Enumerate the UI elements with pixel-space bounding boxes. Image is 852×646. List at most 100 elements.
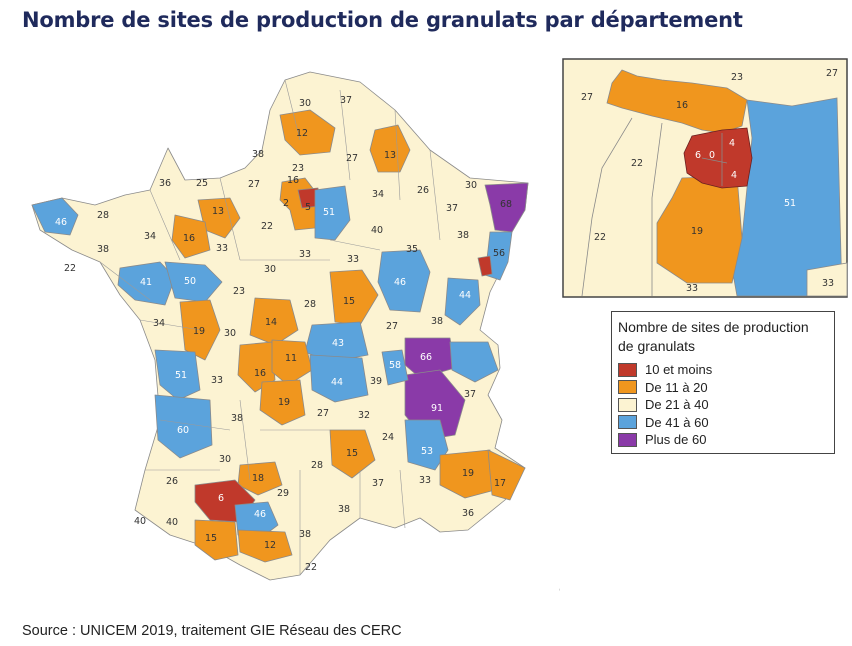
dept-label: 12 — [296, 128, 308, 139]
dept-44-c — [309, 354, 369, 403]
inset-dept-label: 27 — [826, 68, 838, 79]
dept-60 — [154, 394, 213, 459]
dept-label: 38 — [231, 413, 243, 424]
inset-dept-label: 33 — [822, 278, 834, 289]
dept-label: 37 — [464, 389, 476, 400]
dept-label: 35 — [406, 244, 418, 255]
dept-label: 24 — [382, 432, 394, 443]
dept-label: 38 — [97, 244, 109, 255]
dept-label: 33 — [347, 254, 359, 265]
dept-label: 15 — [346, 448, 358, 459]
legend-swatch — [618, 397, 637, 412]
dept-56 — [484, 231, 513, 281]
dept-label: 38 — [299, 529, 311, 540]
dept-label: 16 — [287, 175, 299, 186]
dept-label: 27 — [346, 153, 358, 164]
dept-label: 40 — [166, 517, 178, 528]
dept-label: 40 — [134, 516, 146, 527]
dept-label: 43 — [332, 338, 344, 349]
legend-item: De 41 à 60 — [618, 414, 828, 432]
dept-label: 22 — [305, 562, 317, 573]
dept-12-n — [279, 109, 336, 156]
legend-item: De 11 à 20 — [618, 379, 828, 397]
inset-dept-label: 16 — [676, 100, 688, 111]
legend-label: De 11 à 20 — [645, 379, 708, 395]
inset-dept-label: 19 — [691, 226, 703, 237]
dept-label: 18 — [252, 473, 264, 484]
dept-label: 33 — [216, 243, 228, 254]
dept-label: 30 — [465, 180, 477, 191]
dept-label: 25 — [196, 178, 208, 189]
dept-15-s — [329, 429, 376, 479]
legend-label: De 41 à 60 — [645, 414, 709, 430]
dept-label: 44 — [331, 377, 343, 388]
source-note: Source : UNICEM 2019, traitement GIE Rés… — [22, 623, 402, 639]
dept-51-w — [154, 349, 201, 401]
dept-label: 44 — [459, 290, 471, 301]
dept-16-w — [171, 214, 211, 259]
dept-label: 37 — [372, 478, 384, 489]
dept-label: 66 — [420, 352, 432, 363]
dept-46-bzh — [31, 197, 79, 236]
dept-50 — [164, 261, 223, 303]
dept-label: 34 — [144, 231, 156, 242]
dept-label: 38 — [431, 316, 443, 327]
dept-label: 28 — [311, 460, 323, 471]
page-title: Nombre de sites de production de granula… — [22, 8, 743, 32]
dept-label: 91 — [431, 403, 443, 414]
dept-label: 51 — [323, 207, 335, 218]
dept-label: 32 — [358, 410, 370, 421]
inset-dept-label: 0 — [709, 150, 715, 161]
legend-label: De 21 à 40 — [645, 397, 709, 413]
dept-label: 46 — [394, 277, 406, 288]
dept-label: 53 — [421, 446, 433, 457]
dept-label: 12 — [264, 540, 276, 551]
dept-13-ne — [369, 124, 411, 173]
dept-label: 27 — [386, 321, 398, 332]
inset-dept-label: 22 — [631, 158, 643, 169]
dept-label: 23 — [292, 163, 304, 174]
dept-red-east — [477, 255, 493, 277]
dept-label: 19 — [462, 468, 474, 479]
dept-label: 68 — [500, 199, 512, 210]
dept-12-s — [237, 529, 293, 563]
inset-dept-label: 27 — [581, 92, 593, 103]
dept-label: 33 — [419, 475, 431, 486]
legend-swatch — [618, 415, 637, 430]
dept-58 — [381, 349, 409, 386]
dept-label: 15 — [343, 296, 355, 307]
dept-14 — [249, 297, 299, 346]
inset-dept-label: 4 — [729, 138, 735, 149]
dept-label: 34 — [372, 189, 384, 200]
dept-44-e — [444, 277, 481, 326]
dept-label: 13 — [212, 206, 224, 217]
dept-label: 27 — [248, 179, 260, 190]
legend-label: 10 et moins — [645, 362, 713, 378]
dept-label: 38 — [252, 149, 264, 160]
dept-19-se — [439, 449, 496, 499]
dept-19-c — [259, 379, 306, 426]
inset-dept-label: 4 — [731, 170, 737, 181]
dept-label: 29 — [277, 488, 289, 499]
dept-label: 30 — [264, 264, 276, 275]
dept-label: 51 — [175, 370, 187, 381]
inset-corner-beige — [806, 262, 848, 297]
dept-label: 17 — [494, 478, 506, 489]
dept-17 — [487, 449, 526, 501]
dept-label: 19 — [193, 326, 205, 337]
dept-41 — [117, 261, 176, 306]
dept-label: 26 — [166, 476, 178, 487]
dept-label: 14 — [265, 317, 277, 328]
inset-dept-label: 51 — [784, 198, 796, 209]
inset-dept-label: 6 — [695, 150, 701, 161]
legend-item: De 21 à 40 — [618, 396, 828, 414]
paris-inset-map: 27 23 27 16 22 06 4 4 22 51 19 33 33 — [562, 58, 848, 298]
dept-label: 34 — [153, 318, 165, 329]
dept-label: 26 — [417, 185, 429, 196]
dept-label: 60 — [177, 425, 189, 436]
dept-label: 27 — [317, 408, 329, 419]
dept-52 — [449, 341, 499, 383]
dept-label: 40 — [371, 225, 383, 236]
map-legend: Nombre de sites de production de granula… — [611, 311, 835, 454]
